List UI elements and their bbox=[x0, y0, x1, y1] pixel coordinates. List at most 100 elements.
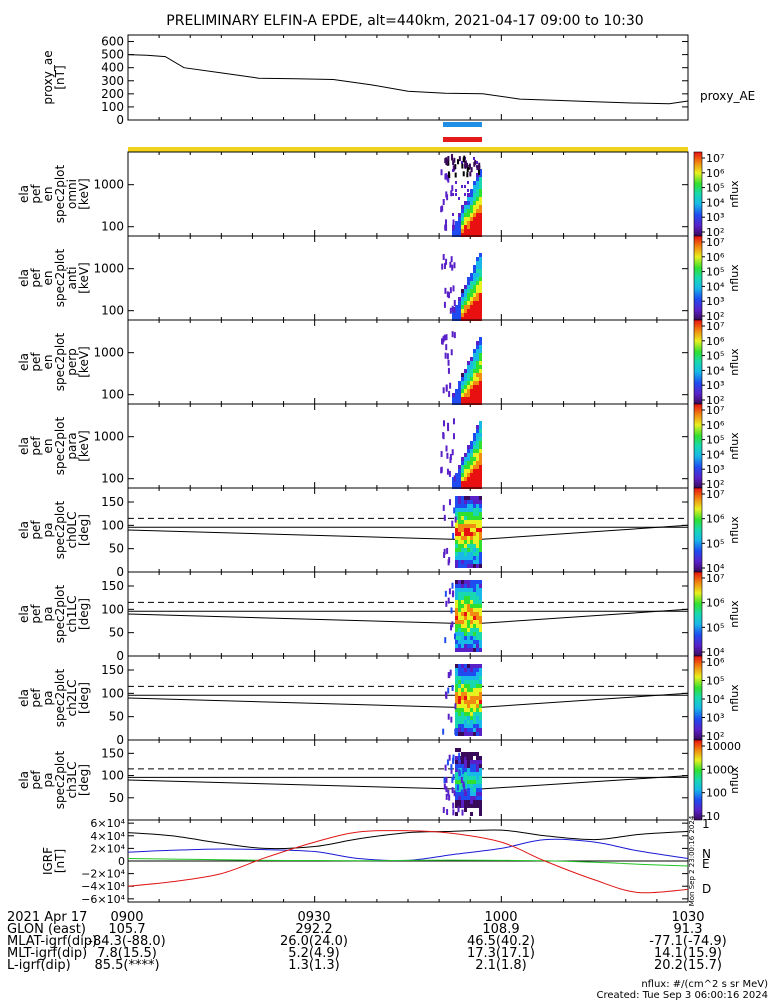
spectrogram-pixel bbox=[462, 171, 465, 177]
spectrogram-pixel bbox=[446, 353, 449, 360]
spectrogram-pixel bbox=[461, 508, 464, 512]
spectrogram-pixel bbox=[458, 688, 461, 692]
spectrogram-pixel bbox=[479, 512, 482, 516]
spectrogram-pixel bbox=[476, 381, 479, 385]
spectrogram-pixel bbox=[470, 516, 473, 520]
spectrogram-pixel bbox=[476, 277, 479, 281]
spectrogram-panel: 0 50 100 150 10⁴ 10⁵ 10⁶ 10⁷ nflux elapefpaspec2p… bbox=[17, 571, 741, 663]
spectrogram-pixel bbox=[479, 664, 482, 668]
spectrogram-pixel bbox=[476, 465, 479, 469]
igrf-line-E bbox=[127, 857, 689, 867]
spectrogram-pixel bbox=[454, 728, 457, 735]
colorbar-tick-label: 10² bbox=[706, 394, 724, 407]
spectrogram-pixel bbox=[470, 305, 473, 309]
spectrogram-pixel bbox=[476, 209, 479, 213]
spectrogram-pixel bbox=[479, 716, 482, 720]
spectrogram-pixel bbox=[464, 389, 467, 393]
spectrogram-pixel bbox=[479, 560, 482, 564]
spectrogram-pixel bbox=[476, 628, 479, 632]
spectrogram-pixel bbox=[479, 293, 482, 297]
spectrogram-pixel bbox=[458, 604, 461, 608]
spectrogram-pixel bbox=[476, 369, 479, 373]
panel-frame bbox=[127, 655, 689, 741]
spectrogram-pixel bbox=[458, 528, 461, 532]
spectrogram-pixel bbox=[479, 756, 482, 760]
spectrogram-pixel bbox=[458, 640, 461, 644]
spectrogram-pixel bbox=[476, 692, 479, 696]
spectrogram-pixel bbox=[467, 277, 470, 281]
spectrogram-pixel bbox=[448, 588, 451, 595]
axis-label: pef bbox=[29, 688, 43, 708]
spectrogram-pixel bbox=[467, 588, 470, 592]
spectrogram-pixel bbox=[467, 528, 470, 532]
spectrogram-pixel bbox=[470, 648, 473, 652]
spectrogram-pixel bbox=[473, 664, 476, 668]
colorbar-tick-label: 100 bbox=[706, 787, 727, 800]
spectrogram-pixel bbox=[476, 584, 479, 588]
spectrogram-pixel bbox=[440, 169, 443, 176]
spectrogram-pixel bbox=[476, 688, 479, 692]
spectrogram-pixel bbox=[470, 301, 473, 305]
spectrogram-pixel bbox=[461, 377, 464, 381]
spectrogram-pixel bbox=[479, 556, 482, 560]
spectrogram-pixel bbox=[479, 265, 482, 269]
igrf-line-D bbox=[127, 830, 689, 894]
spectrogram-pixel bbox=[461, 544, 464, 548]
spectrogram-pixel bbox=[470, 445, 473, 449]
spectrogram-pixel bbox=[455, 728, 458, 732]
side-timestamp: Mon Sep 2 23:00:16 2024 bbox=[688, 815, 696, 906]
spectrogram-pixel bbox=[453, 299, 456, 306]
spectrogram-pixel bbox=[464, 393, 467, 397]
spectrogram-pixel bbox=[470, 500, 473, 504]
spectrogram-pixel bbox=[470, 776, 473, 780]
spectrogram-pixel bbox=[464, 596, 467, 600]
colorbar-tick-label: 10⁶ bbox=[706, 251, 725, 264]
spectrogram-pixel bbox=[479, 780, 482, 784]
spectrogram-pixel bbox=[461, 664, 464, 668]
colorbar bbox=[693, 319, 703, 405]
spectrogram-pixel bbox=[467, 580, 470, 584]
spectrogram-pixel bbox=[476, 732, 479, 736]
spectrogram-pixel bbox=[446, 468, 449, 475]
spectrogram-pixel bbox=[458, 381, 461, 385]
spectrogram-pixel bbox=[473, 289, 476, 293]
spectrogram-pixel bbox=[461, 477, 464, 481]
colorbar-tick-label: 10² bbox=[706, 730, 724, 743]
spectrogram-pixel bbox=[479, 389, 482, 393]
y-tick-label: 50 bbox=[109, 626, 124, 640]
spectrogram-pixel bbox=[476, 481, 479, 485]
spectrogram-pixel bbox=[467, 504, 470, 508]
spectrogram-pixel bbox=[468, 163, 471, 169]
y-tick-label: 100 bbox=[101, 518, 124, 532]
spectrogram-pixel bbox=[464, 397, 467, 401]
spectrogram-pixel bbox=[473, 708, 476, 712]
spectrogram-pixel bbox=[458, 692, 461, 696]
spectrogram-pixel bbox=[461, 301, 464, 305]
lshell-value: 1.3(1.3) bbox=[288, 958, 340, 973]
spectrogram-pixel bbox=[476, 800, 479, 804]
spectrogram-pixel bbox=[455, 524, 458, 528]
spectrogram-pixel bbox=[473, 213, 476, 217]
spectrogram-pixel bbox=[473, 780, 476, 784]
spectrogram-pixel bbox=[455, 628, 458, 632]
spectrogram-pixel bbox=[461, 704, 464, 708]
spectrogram-pixel bbox=[470, 608, 473, 612]
spectrogram-pixel bbox=[470, 728, 473, 732]
spectrogram-pixel bbox=[473, 445, 476, 449]
spectrogram-pixel bbox=[476, 449, 479, 453]
colorbar-tick-label: 10⁵ bbox=[706, 621, 724, 634]
spectrogram-pixel bbox=[476, 289, 479, 293]
spectrogram-pixel bbox=[461, 293, 464, 297]
spectrogram-pixel bbox=[476, 285, 479, 289]
spectrogram-pixel bbox=[467, 756, 470, 760]
spectrogram-pixel bbox=[458, 580, 461, 584]
spectrogram-pixel bbox=[473, 205, 476, 209]
spectrogram-pixel bbox=[473, 636, 476, 640]
spectrogram-pixel bbox=[479, 253, 482, 257]
spectrogram-pixel bbox=[473, 788, 476, 792]
spectrogram-pixel bbox=[453, 507, 456, 514]
spectrogram-pixel bbox=[476, 504, 479, 508]
spectrogram-pixel bbox=[467, 704, 470, 708]
spectrogram-pixel bbox=[476, 536, 479, 540]
